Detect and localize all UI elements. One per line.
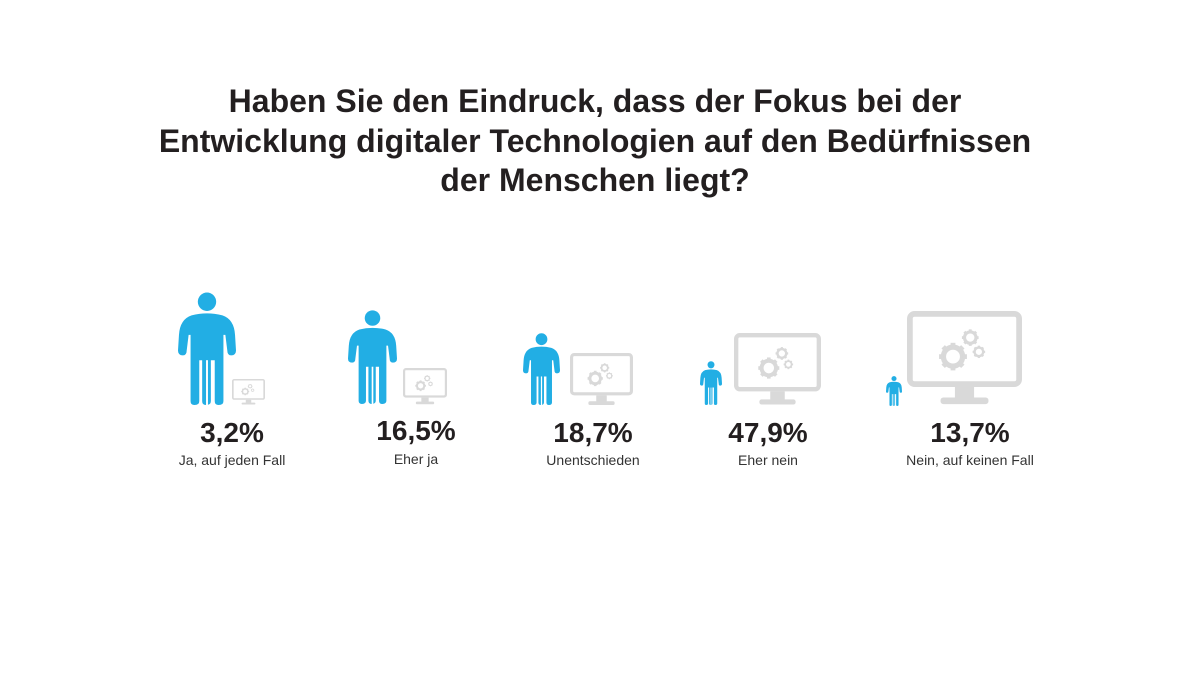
- value-label: 3,2%: [200, 417, 264, 448]
- person-icon: [523, 333, 560, 405]
- chart-title: Haben Sie den Eindruck, dass der Fokus b…: [158, 83, 1032, 198]
- value-label: 47,9%: [728, 417, 808, 448]
- value-label: 18,7%: [553, 417, 633, 448]
- category-label: Unentschieden: [546, 452, 640, 468]
- monitor-gears-icon: [232, 379, 265, 405]
- category-label: Ja, auf jeden Fall: [178, 452, 286, 468]
- person-icon: [886, 376, 902, 406]
- value-label: 13,7%: [930, 417, 1010, 448]
- person-icon: [700, 361, 722, 405]
- monitor-gears-icon: [403, 368, 447, 405]
- monitor-gears-icon: [907, 311, 1022, 406]
- category-label: Nein, auf keinen Fall: [906, 452, 1034, 468]
- category-label: Eher nein: [738, 452, 798, 468]
- person-icon: [178, 292, 236, 405]
- monitor-gears-icon: [734, 333, 821, 406]
- category-label: Eher ja: [393, 451, 439, 467]
- value-label: 16,5%: [376, 415, 456, 446]
- person-icon: [348, 310, 397, 404]
- monitor-gears-icon: [570, 353, 633, 406]
